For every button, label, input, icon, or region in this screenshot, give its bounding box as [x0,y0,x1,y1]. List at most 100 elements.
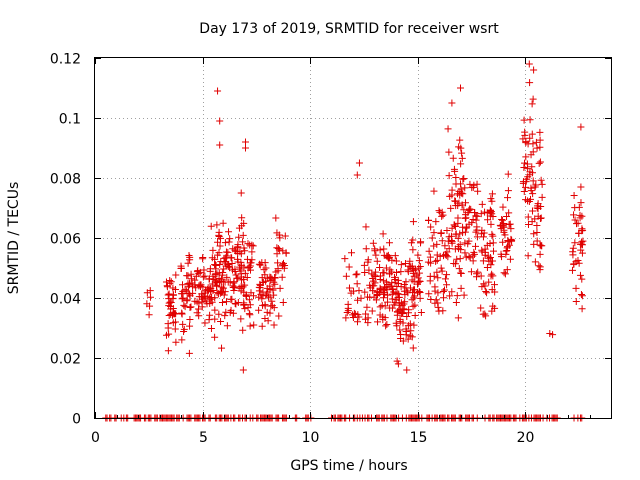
data-point [530,240,538,248]
data-point [258,322,266,330]
data-point [443,281,451,289]
data-point [569,248,577,256]
data-point [368,270,376,278]
data-point [457,160,465,168]
data-point [195,312,203,320]
data-point [361,315,369,323]
data-point [438,267,446,275]
data-point [538,180,546,188]
data-point [473,270,481,278]
y-tick-label: 0.06 [50,232,81,248]
data-point [536,215,544,223]
data-point [466,180,474,188]
data-point [266,309,274,317]
data-point [213,221,221,229]
data-point [473,233,481,241]
data-point [368,307,376,315]
data-point [232,300,240,308]
data-point [386,266,394,274]
data-point [278,261,286,269]
data-point [228,259,236,267]
data-point [448,288,456,296]
data-point [501,270,509,278]
data-point [239,366,247,374]
data-point [165,299,173,307]
x-tick-label: 20 [517,430,535,446]
data-point [457,269,465,277]
data-point [454,243,462,251]
data-point [482,288,490,296]
y-tick-label: 0.12 [50,52,81,68]
data-point [191,276,199,284]
data-point [379,230,387,238]
data-point [448,99,456,107]
data-point [146,287,154,295]
data-point [385,239,393,247]
data-point [457,84,464,92]
data-point [416,262,424,270]
data-point [353,280,361,288]
data-point [145,311,153,319]
data-point [578,292,586,300]
data-points [102,60,587,422]
data-point [437,229,445,237]
data-point [203,300,211,308]
data-point [503,266,511,274]
data-point [407,327,415,335]
data-point [528,130,536,138]
data-point [353,171,361,179]
data-point [187,270,195,278]
data-point [507,225,515,233]
data-point [349,311,357,319]
data-point [248,256,256,264]
data-point [376,276,384,284]
data-point [537,176,545,184]
data-point [260,266,268,274]
data-point [524,140,532,148]
data-point [488,286,496,294]
data-point [498,216,506,224]
data-point [186,322,194,330]
data-point [371,279,379,287]
data-point [268,302,276,310]
data-point [392,296,400,304]
data-point [164,324,172,332]
data-point [398,310,406,318]
data-point [281,232,289,240]
data-point [456,230,464,238]
data-point [348,249,355,257]
data-point [229,266,237,274]
data-point [452,298,460,306]
data-point [521,128,529,136]
data-point [363,303,371,311]
data-point [488,197,496,205]
data-point [382,322,390,330]
data-point [444,125,452,133]
data-point [146,293,154,301]
data-point [489,239,497,247]
data-point [409,269,417,277]
data-point [189,289,197,297]
data-point [454,190,462,198]
data-point [394,360,402,368]
data-point [376,263,384,271]
data-point [528,100,536,108]
data-point [376,246,384,254]
data-point [578,238,586,246]
data-point [441,242,449,250]
data-point [258,274,266,282]
data-point [391,299,399,307]
data-point [172,271,180,279]
y-axis-label: SRMTID / TECUs [6,182,22,295]
data-point [432,296,440,304]
data-point [400,300,408,308]
data-point [500,269,508,277]
data-point [199,273,207,281]
data-point [465,237,473,245]
data-point [369,239,377,247]
data-point [525,60,533,68]
data-point [232,271,240,279]
data-point [213,281,221,289]
data-point [342,272,350,280]
